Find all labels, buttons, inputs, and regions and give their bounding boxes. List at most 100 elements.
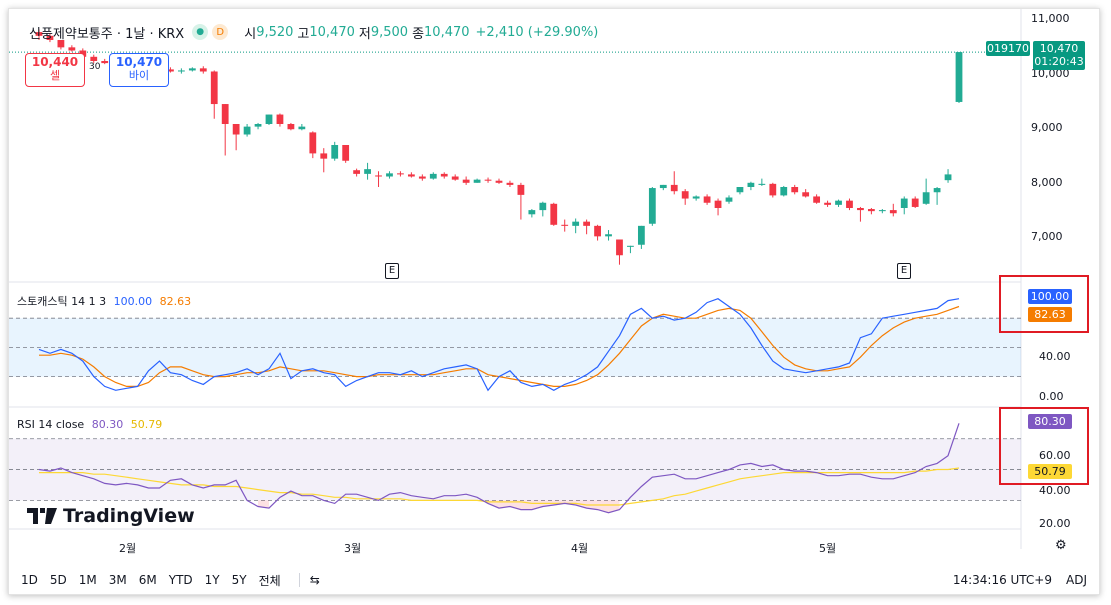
candle-body [429, 173, 437, 179]
candle-body [714, 200, 722, 208]
tradingview-logo[interactable]: TradingView [27, 505, 195, 527]
change-value: +2,410 (+29.90%) [475, 24, 599, 40]
stoch-d-value: 82.63 [159, 295, 192, 308]
bar-countdown: 01:20:43 [1034, 55, 1084, 68]
last-price: 10,470 [1039, 42, 1079, 55]
candle-body [824, 202, 831, 205]
range-1y[interactable]: 1Y [204, 573, 220, 587]
low-value: 9,500 [370, 24, 409, 40]
spread-value: 30 [89, 62, 101, 72]
buy-price: 10,470 [115, 55, 163, 69]
candle-body [594, 225, 601, 237]
candle-body [462, 179, 470, 183]
rsi-ma-tag: 50.79 [1028, 464, 1072, 479]
candle-body [101, 61, 109, 64]
range-6m[interactable]: 6M [138, 573, 157, 587]
stoch-series-line [38, 298, 960, 392]
time-tick: 2월 [119, 542, 137, 555]
earnings-marker[interactable]: E [385, 263, 399, 279]
rsi-oversold-fill [488, 500, 620, 513]
open-label: 시 [244, 26, 257, 42]
candle-body [616, 239, 623, 256]
clock[interactable]: 14:34:16 UTC+9 [952, 573, 1052, 587]
delayed-data-icon: D [212, 24, 229, 40]
range-ytd[interactable]: YTD [168, 573, 193, 587]
candle-body [791, 187, 799, 193]
range-3m[interactable]: 3M [108, 573, 127, 587]
rsi-series-line [38, 423, 960, 514]
range-5y[interactable]: 5Y [231, 573, 247, 587]
time-tick: 3월 [344, 542, 362, 555]
candle-body [35, 32, 43, 36]
stoch-legend[interactable]: 스토캐스틱 14 1 3 100.00 82.63 [17, 293, 191, 309]
candle-body [528, 210, 536, 215]
tradingview-logo-icon [27, 508, 57, 524]
rsi-legend[interactable]: RSI 14 close 80.30 50.79 [17, 418, 162, 431]
candle-body [484, 179, 492, 181]
candle-body [539, 202, 547, 211]
candle-body [933, 188, 941, 193]
close-value: 10,470 [424, 24, 470, 40]
range-5d[interactable]: 5D [49, 573, 67, 587]
candle-body [309, 132, 317, 154]
rsi-title: RSI 14 close [17, 418, 85, 431]
candle-body [736, 187, 744, 193]
price-tick: 7,000 [1031, 230, 1063, 243]
candle-body [320, 153, 328, 159]
highlight-box [999, 407, 1089, 485]
candle-body [681, 191, 689, 199]
symbol-tag: 019170 [986, 41, 1030, 56]
buy-button[interactable]: 10,470 바이 [109, 53, 169, 87]
candle-body [188, 68, 196, 71]
candle-body [955, 52, 963, 102]
high-value: 10,470 [309, 24, 355, 40]
stoch-tick: 40.00 [1039, 350, 1071, 363]
adj-toggle[interactable]: ADJ [1066, 573, 1087, 587]
stoch-k-tag: 100.00 [1028, 289, 1072, 304]
candle-body [670, 184, 678, 192]
sell-button[interactable]: 10,440 셀 [25, 53, 85, 87]
date-range-icon[interactable]: ⇆ [298, 573, 320, 587]
rsi-tick: 20.00 [1039, 517, 1071, 530]
candle-body [703, 196, 711, 203]
open-value: 9,520 [256, 24, 294, 40]
candle-body [265, 114, 273, 124]
candle-body [550, 203, 558, 225]
axis-settings-icon[interactable]: ⚙ [1055, 538, 1067, 553]
rsi-oversold-fill [258, 500, 269, 509]
high-label: 고 [297, 26, 310, 42]
candle-body [199, 68, 207, 72]
logo-text: TradingView [63, 505, 195, 527]
rsi-tag: 80.30 [1028, 414, 1072, 429]
candle-body [627, 245, 634, 247]
rsi-tick: 60.00 [1039, 449, 1071, 462]
chart-canvas[interactable] [9, 9, 1099, 594]
candle-body [243, 126, 251, 135]
candle-body [583, 221, 591, 226]
candle-body [177, 70, 185, 72]
time-tick: 4월 [571, 542, 589, 555]
range-1d[interactable]: 1D [21, 573, 38, 587]
bottom-toolbar: 1D 5D 1M 3M 6M YTD 1Y 5Y 전체 ⇆ 14:34:16 U… [9, 565, 1099, 594]
earnings-marker[interactable]: E [897, 263, 911, 279]
candle-body [747, 182, 755, 187]
rsi-ma-value: 50.79 [130, 418, 163, 431]
candle-body [572, 221, 580, 226]
time-tick: 5월 [819, 542, 837, 555]
candle-body [878, 210, 886, 212]
candle-body [758, 183, 766, 185]
range-all[interactable]: 전체 [258, 573, 281, 588]
symbol-title[interactable]: 신풍제약보통주 · 1날 · KRX [29, 26, 185, 42]
rsi-value: 80.30 [91, 418, 124, 431]
candle-body [298, 126, 306, 130]
candle-body [802, 192, 810, 197]
price-tick: 11,000 [1031, 12, 1070, 25]
candle-body [397, 173, 404, 175]
candle-body [221, 104, 229, 124]
candle-body [287, 124, 295, 130]
candle-body [867, 209, 875, 212]
candle-body [46, 35, 54, 40]
stoch-title: 스토캐스틱 14 1 3 [17, 295, 107, 308]
range-1m[interactable]: 1M [78, 573, 97, 587]
